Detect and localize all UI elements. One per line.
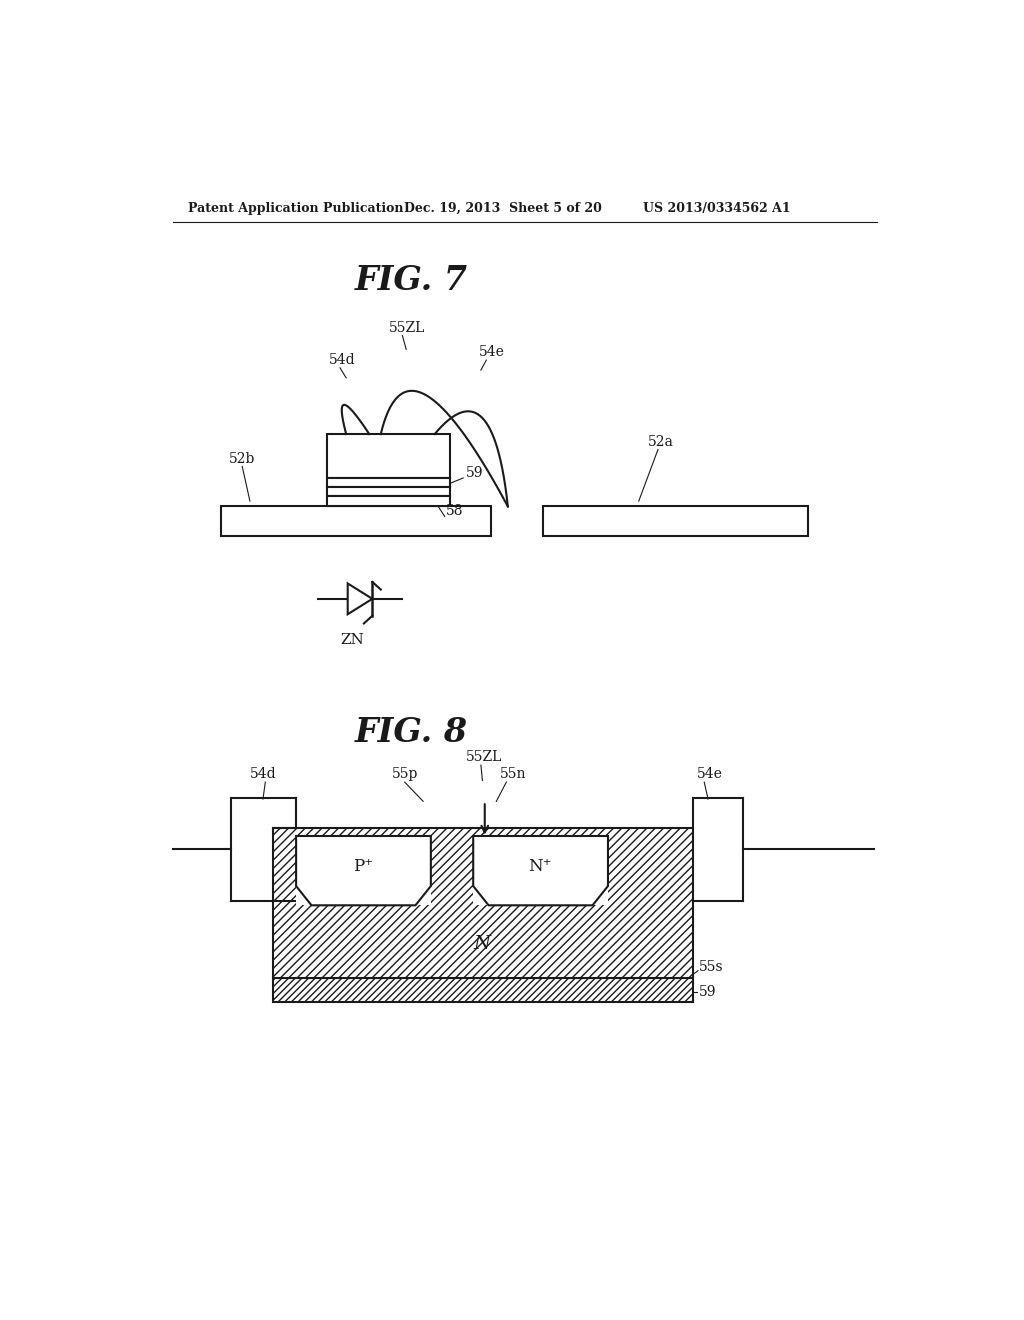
Text: 55n: 55n	[500, 767, 526, 781]
Text: 52b: 52b	[229, 451, 256, 466]
Polygon shape	[296, 836, 431, 906]
Bar	[221, 507, 490, 536]
Bar	[473, 836, 608, 906]
Text: 54e: 54e	[696, 767, 722, 781]
Text: 54e: 54e	[479, 346, 505, 359]
Text: 55ZL: 55ZL	[388, 321, 425, 335]
Text: 59: 59	[466, 466, 483, 479]
Text: 55ZL: 55ZL	[466, 751, 502, 764]
Text: FIG. 8: FIG. 8	[355, 715, 468, 748]
Text: 54d: 54d	[250, 767, 276, 781]
Bar	[327, 434, 451, 478]
Text: Patent Application Publication: Patent Application Publication	[188, 202, 403, 215]
Text: 58: 58	[446, 504, 464, 517]
Text: N: N	[474, 935, 492, 953]
Bar	[327, 496, 451, 507]
Text: US 2013/0334562 A1: US 2013/0334562 A1	[643, 202, 791, 215]
Text: P⁺: P⁺	[353, 858, 373, 875]
Text: 55p: 55p	[392, 767, 419, 781]
Polygon shape	[348, 583, 373, 614]
Text: 52a: 52a	[648, 434, 674, 449]
Text: 54d: 54d	[330, 354, 356, 367]
Text: ZN: ZN	[340, 632, 365, 647]
Text: N⁺: N⁺	[528, 858, 552, 875]
Text: 59: 59	[698, 985, 717, 998]
Bar	[327, 478, 451, 487]
Bar	[273, 829, 692, 978]
Polygon shape	[473, 836, 608, 906]
Bar	[543, 507, 808, 536]
Bar	[327, 487, 451, 496]
Bar	[296, 836, 431, 906]
Text: Dec. 19, 2013  Sheet 5 of 20: Dec. 19, 2013 Sheet 5 of 20	[403, 202, 602, 215]
Bar	[273, 978, 692, 1002]
Text: 55s: 55s	[698, 960, 723, 974]
Text: FIG. 7: FIG. 7	[355, 264, 468, 297]
